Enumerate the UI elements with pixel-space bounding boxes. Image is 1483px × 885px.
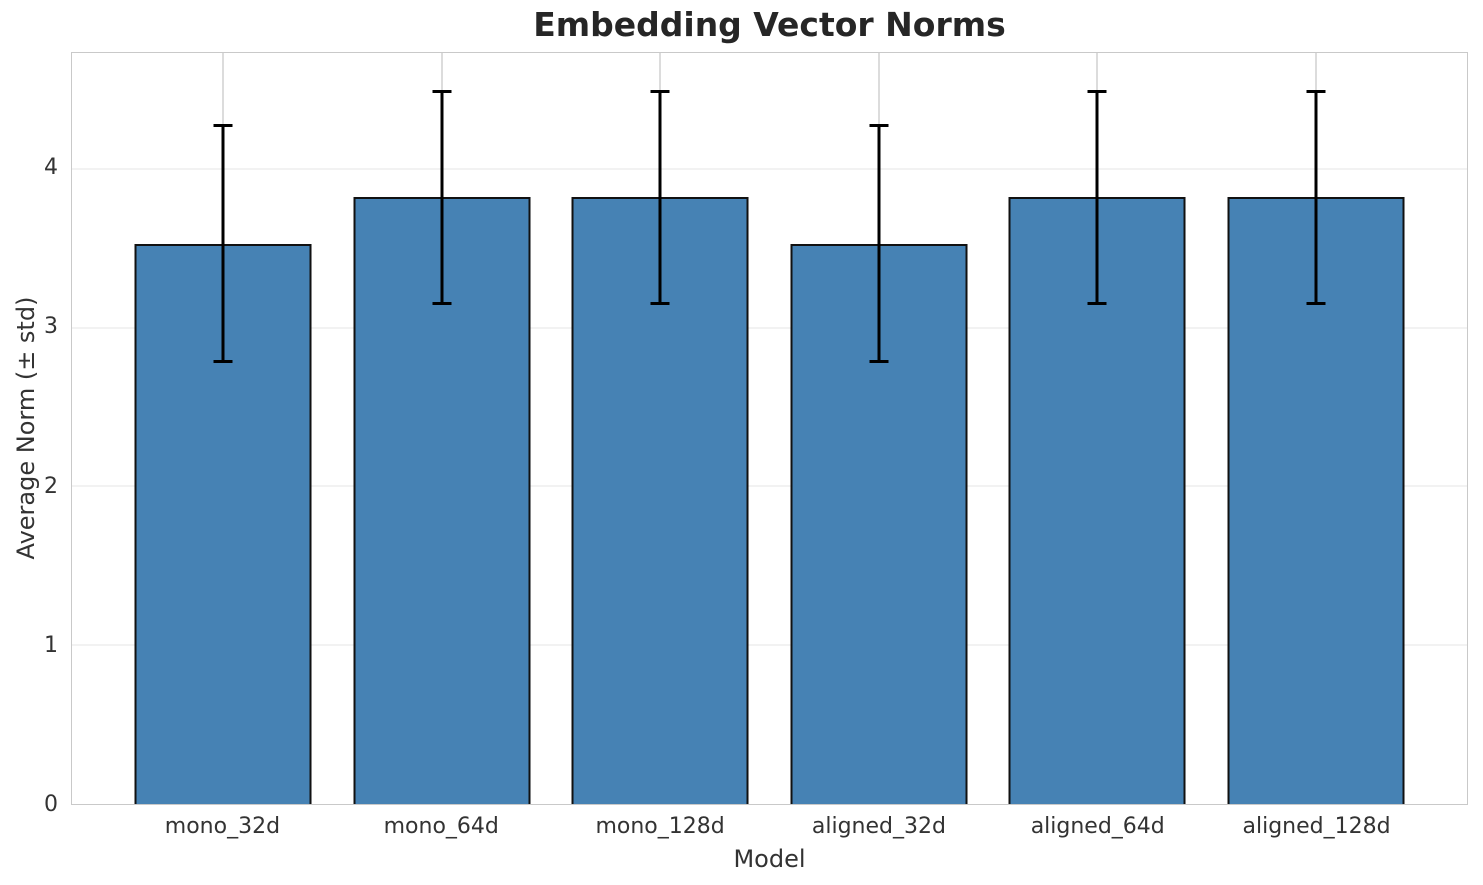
error-stem — [221, 124, 225, 363]
error-bar-aligned_128d — [1306, 89, 1326, 306]
error-stem — [877, 124, 881, 363]
bars-layer — [72, 53, 1467, 804]
error-stem — [658, 89, 662, 306]
error-bar-mono_64d — [432, 89, 452, 306]
error-cap-top — [1306, 89, 1326, 93]
x-tick-labels: mono_32d mono_64d mono_128d aligned_32d alig… — [113, 813, 1426, 841]
error-stem — [440, 89, 444, 306]
y-tick-label-2: 2 — [44, 473, 58, 499]
y-tick-label-0: 0 — [44, 792, 58, 817]
bar-slot-aligned_32d — [770, 53, 989, 804]
error-cap-bottom — [650, 302, 670, 306]
chart-title: Embedding Vector Norms — [533, 5, 1006, 44]
bar-mono_32d — [134, 243, 312, 804]
x-tick-label-aligned_64d: aligned_64d — [1030, 814, 1165, 839]
error-cap-bottom — [213, 359, 233, 363]
bar-slot-aligned_128d — [1207, 53, 1426, 804]
bar-slot-aligned_64d — [988, 53, 1207, 804]
x-tick-label-mono_64d: mono_64d — [383, 814, 499, 839]
plot-area — [71, 52, 1468, 805]
x-axis-label: Model — [733, 845, 806, 873]
h-gridline-y3 — [72, 326, 1467, 329]
h-gridline-y4 — [72, 167, 1467, 170]
bar-slot-mono_32d — [114, 53, 333, 804]
x-tick-label-mono_32d: mono_32d — [164, 814, 281, 839]
error-cap-bottom — [1306, 302, 1326, 306]
bar-slot-mono_64d — [333, 53, 552, 804]
error-cap-bottom — [869, 359, 889, 363]
x-tick-label-mono_128d: mono_128d — [595, 814, 725, 839]
x-tick-label-aligned_128d: aligned_128d — [1242, 814, 1391, 839]
x-tick-label-aligned_32d: aligned_32d — [811, 814, 946, 839]
y-tick-label-1: 1 — [44, 632, 58, 658]
error-cap-bottom — [432, 302, 452, 306]
error-cap-top — [869, 124, 889, 128]
error-cap-top — [650, 89, 670, 93]
error-cap-top — [213, 124, 233, 128]
error-cap-top — [1087, 89, 1107, 93]
bar-slot-mono_128d — [551, 53, 770, 804]
y-tick-labels: 0 1 2 3 4 — [0, 52, 58, 817]
horizontal-gridlines-layer — [72, 53, 1467, 804]
error-bar-aligned_64d — [1087, 89, 1107, 306]
error-bar-mono_32d — [213, 124, 233, 363]
h-gridline-y2 — [72, 485, 1467, 488]
y-tick-label-3: 3 — [44, 314, 58, 340]
error-stem — [1314, 89, 1318, 306]
error-stem — [1095, 89, 1099, 306]
error-cap-top — [432, 89, 452, 93]
h-gridline-y1 — [72, 644, 1467, 647]
error-bar-aligned_32d — [869, 124, 889, 363]
y-tick-label-4: 4 — [44, 155, 58, 181]
error-cap-bottom — [1087, 302, 1107, 306]
error-bar-mono_128d — [650, 89, 670, 306]
